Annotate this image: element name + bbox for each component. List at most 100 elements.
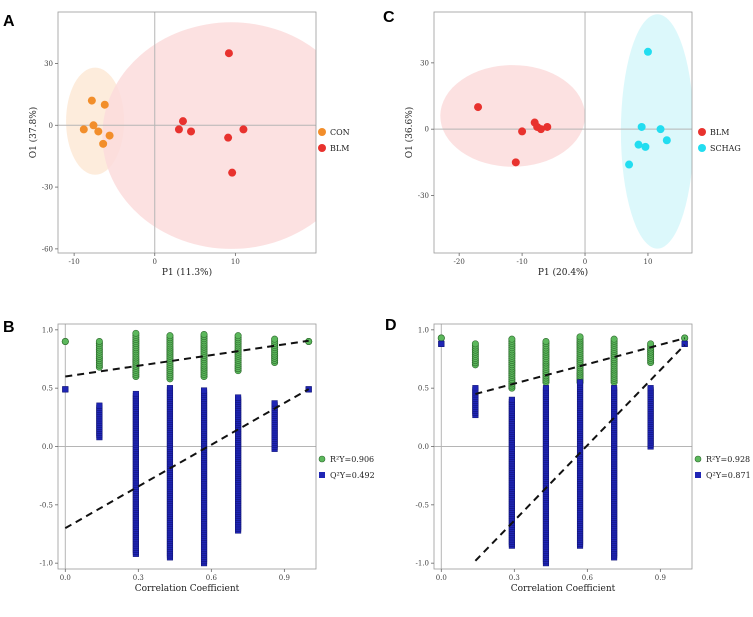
panel-b: B 0.0 0.3 0.6 0.9 -1.0 -0.5 0.0 0.5 1.0 Correlatio… bbox=[3, 319, 375, 594]
y-tick-label: 0.0 bbox=[42, 443, 53, 451]
panel-d: D 0.0 0.3 0.6 0.9 -1.0 -0.5 0.0 0.5 1.0 Correlatio… bbox=[385, 317, 751, 594]
q2y-point bbox=[438, 340, 445, 347]
data-point-schag bbox=[641, 142, 650, 151]
confidence-ellipse-schag bbox=[620, 14, 692, 249]
data-point-blm bbox=[228, 168, 237, 177]
legend-swatch bbox=[318, 128, 326, 136]
panel-letter: C bbox=[383, 9, 395, 26]
data-point-schag bbox=[625, 160, 634, 169]
legend-label: Q²Y=0.871 bbox=[706, 471, 751, 480]
x-tick-label: 0.3 bbox=[133, 574, 144, 582]
r2y-point bbox=[471, 340, 479, 348]
q2y-point bbox=[508, 396, 515, 403]
r2y-point bbox=[576, 333, 584, 341]
y-tick-label: -30 bbox=[42, 184, 53, 192]
r2y-point bbox=[61, 337, 69, 345]
data-point-con bbox=[105, 131, 114, 140]
x-axis-label: Correlation Coefficient bbox=[135, 584, 240, 594]
data-point-blm bbox=[174, 125, 183, 134]
data-point-schag bbox=[662, 136, 671, 145]
legend-label: SCHAG bbox=[710, 144, 741, 153]
plot-frame bbox=[433, 11, 693, 254]
y-tick-label: 1.0 bbox=[42, 326, 53, 334]
confidence-ellipse-blm bbox=[440, 65, 586, 167]
data-point-blm bbox=[518, 127, 527, 136]
regression-line bbox=[474, 344, 686, 562]
q2y-point bbox=[681, 340, 688, 347]
x-tick-label: -10 bbox=[68, 258, 79, 266]
x-tick-label: 0 bbox=[153, 258, 157, 266]
data-point-blm bbox=[239, 125, 248, 134]
data-point-con bbox=[79, 125, 88, 134]
legend-label: R²Y=0.928 bbox=[706, 455, 750, 464]
panel-letter: B bbox=[3, 319, 15, 336]
x-axis-label: Correlation Coefficient bbox=[511, 584, 616, 594]
x-tick-label: 0 bbox=[583, 258, 587, 266]
r2y-point bbox=[200, 330, 208, 338]
q2y-point bbox=[576, 379, 584, 386]
y-tick-label: -30 bbox=[418, 192, 429, 200]
r2y-point bbox=[271, 335, 279, 343]
y-axis-label: O1 (37.8%) bbox=[28, 107, 39, 159]
x-tick-label: 10 bbox=[643, 258, 652, 266]
r2y-point bbox=[542, 337, 550, 345]
q2y-point bbox=[200, 387, 208, 394]
legend-swatch bbox=[318, 455, 326, 463]
confidence-ellipse-blm bbox=[102, 22, 316, 249]
data-point-schag bbox=[634, 140, 643, 149]
data-point-blm bbox=[543, 122, 552, 131]
y-tick-label: -1.0 bbox=[40, 560, 54, 568]
panel-c: C -20 -10 0 10 -30 0 30 P1 (20.4%) O1 (36.6%) BLM S… bbox=[383, 9, 741, 278]
data-point-blm bbox=[224, 49, 233, 58]
regression-line bbox=[65, 339, 309, 378]
y-tick-label: -0.5 bbox=[416, 501, 430, 509]
plot-area bbox=[434, 12, 692, 253]
x-axis-label: P1 (11.3%) bbox=[162, 267, 212, 278]
plot-frame bbox=[57, 11, 317, 254]
y-tick-label: 0.0 bbox=[418, 443, 429, 451]
q2y-point bbox=[542, 385, 550, 392]
x-tick-label: 0.0 bbox=[60, 574, 71, 582]
legend-swatch bbox=[695, 472, 701, 478]
q2y-point bbox=[166, 385, 174, 392]
data-point-blm bbox=[224, 133, 233, 142]
y-axis-label: O1 (36.6%) bbox=[404, 107, 415, 159]
x-tick-label: 0.6 bbox=[206, 574, 218, 582]
r2y-point bbox=[234, 332, 242, 340]
data-point-schag bbox=[637, 122, 646, 131]
data-point-schag bbox=[643, 47, 652, 56]
data-point-con bbox=[89, 121, 98, 130]
r2y-point bbox=[508, 335, 516, 343]
x-tick-label: 10 bbox=[231, 258, 240, 266]
x-tick-label: 0.6 bbox=[582, 574, 594, 582]
r2y-point bbox=[610, 335, 618, 343]
regression-line bbox=[475, 337, 685, 395]
x-axis-label: P1 (20.4%) bbox=[538, 267, 588, 278]
q2y-point bbox=[132, 390, 139, 398]
legend-swatch bbox=[698, 144, 706, 152]
x-tick-label: 0.9 bbox=[279, 574, 290, 582]
data-point-blm bbox=[536, 125, 545, 134]
q2y-point bbox=[271, 400, 278, 407]
legend-swatch bbox=[698, 128, 706, 136]
data-point-con bbox=[100, 100, 109, 109]
r2y-point bbox=[95, 337, 103, 345]
q2y-point bbox=[611, 385, 618, 392]
panel-letter: D bbox=[385, 317, 397, 334]
r2y-point bbox=[437, 334, 445, 342]
legend-swatch bbox=[318, 144, 326, 152]
plot-area bbox=[58, 324, 316, 569]
q2y-point bbox=[235, 394, 242, 401]
y-tick-label: 0.5 bbox=[42, 385, 53, 393]
q2y-point bbox=[472, 385, 479, 392]
r2y-point bbox=[166, 332, 174, 340]
data-point-blm bbox=[187, 127, 196, 136]
legend-label: BLM bbox=[710, 128, 729, 137]
x-tick-label: -20 bbox=[454, 258, 465, 266]
x-tick-label: 0.9 bbox=[655, 574, 666, 582]
q2y-point bbox=[647, 385, 654, 392]
plot-area bbox=[434, 324, 692, 569]
data-point-blm bbox=[474, 103, 483, 112]
legend-label: CON bbox=[330, 128, 350, 137]
